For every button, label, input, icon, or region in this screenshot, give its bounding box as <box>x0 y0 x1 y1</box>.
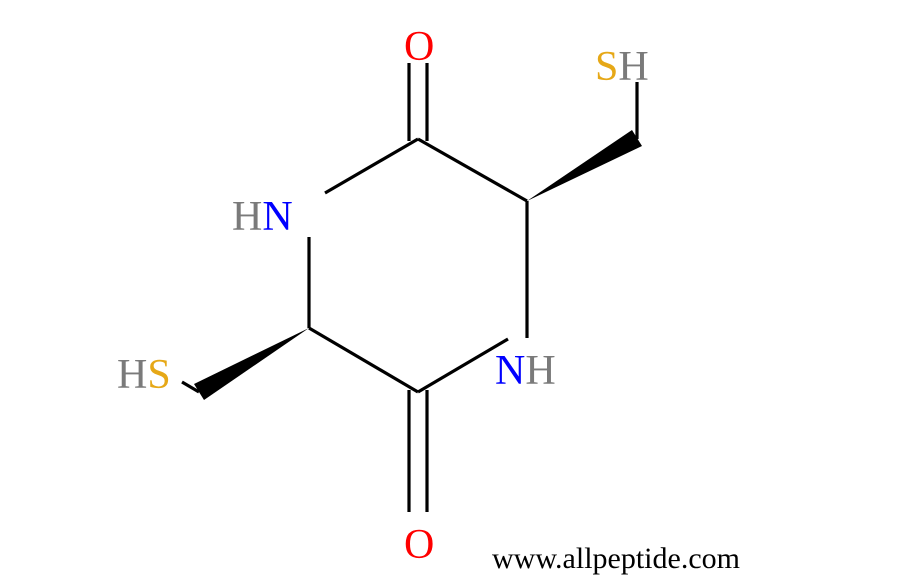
chemical-structure-svg <box>0 0 912 585</box>
wedge-bond-left <box>194 328 309 400</box>
bond-c1-nleft <box>325 139 418 193</box>
watermark-text: www.allpeptide.com <box>492 542 740 576</box>
atom-o-top: O <box>404 26 434 68</box>
wedge-bond-right <box>527 130 642 201</box>
atom-hn-left: HN <box>232 196 293 238</box>
bond-c3-c4 <box>309 328 418 392</box>
atom-nh-right: NH <box>495 350 556 392</box>
atom-sh-top: SH <box>595 46 649 88</box>
bond-c6-c1 <box>418 139 527 201</box>
atom-hs-left: HS <box>117 354 171 396</box>
atom-o-bottom: O <box>404 524 434 566</box>
